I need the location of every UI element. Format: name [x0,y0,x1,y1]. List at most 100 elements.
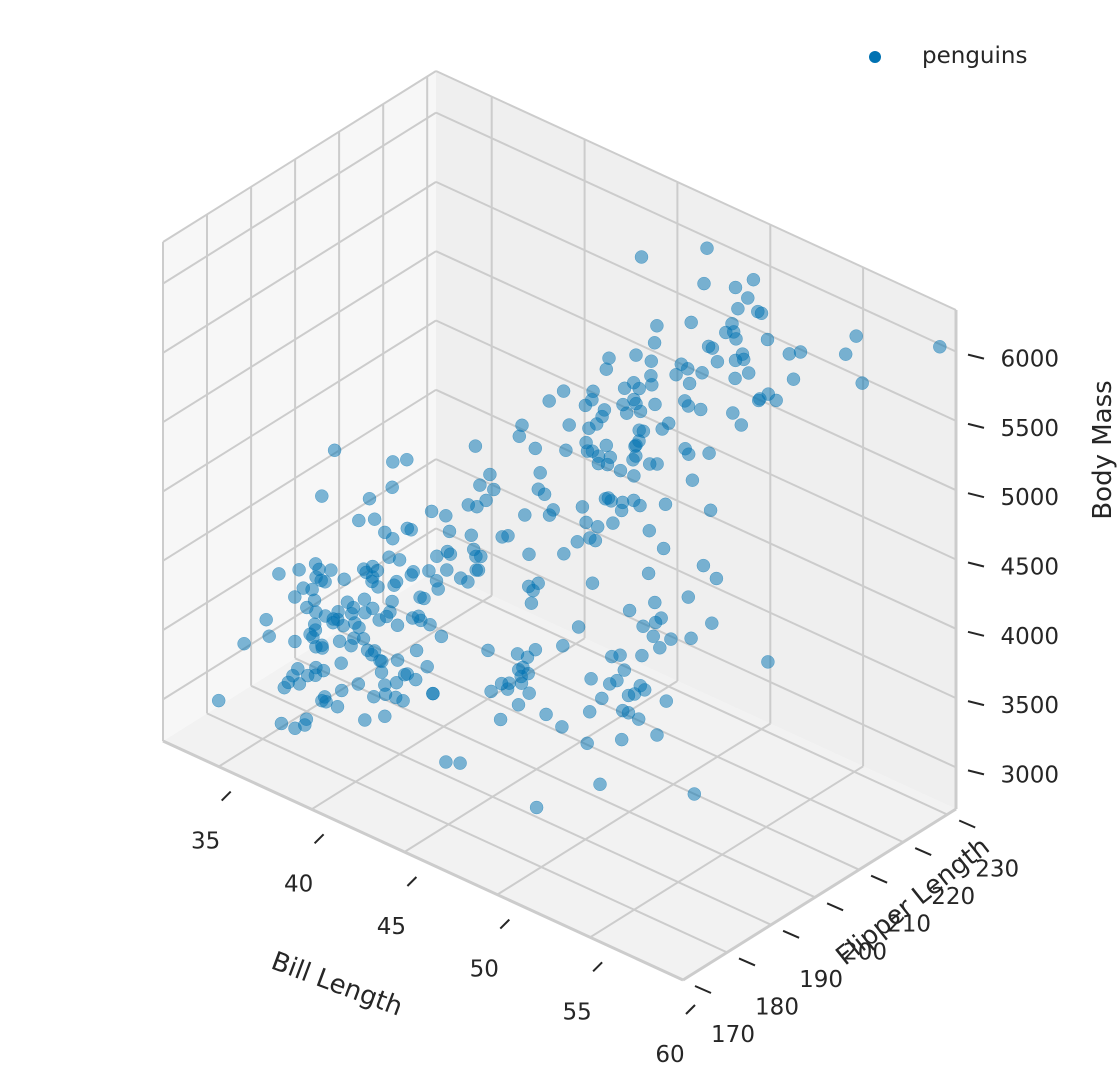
data-point [352,620,366,635]
data-point [308,668,323,683]
data-point [422,564,436,578]
data-point [461,575,475,589]
data-point [793,345,808,359]
data-point [392,553,407,567]
data-point [336,618,351,633]
data-point [272,567,286,581]
data-point [746,272,761,287]
x-axis-line [162,739,684,982]
data-point [484,684,498,699]
data-point [327,443,342,458]
y-tick-label: 190 [799,967,843,993]
data-point [334,656,348,670]
data-point [522,547,536,562]
data-point [518,508,532,522]
z-tick-mark [967,353,985,360]
z-tick-mark [967,769,985,776]
data-point [585,444,600,458]
data-point [370,563,385,578]
data-point [326,612,341,626]
data-point [664,632,678,646]
data-point [656,541,671,556]
gridline-z-left [162,319,437,493]
data-point [309,605,323,619]
data-point [591,456,606,471]
z-tick-label: 3000 [1000,762,1059,788]
data-point [702,446,716,460]
data-point [654,611,668,625]
data-point [439,509,453,523]
data-point [933,340,947,354]
data-point [464,528,479,543]
data-point [529,800,544,815]
data-point [291,662,305,676]
data-point [580,736,594,751]
data-point [655,422,669,436]
data-point [633,498,647,513]
data-point [674,357,689,371]
data-point [511,698,526,712]
y-tick-mark [782,929,800,939]
data-point [237,636,251,651]
data-point [528,642,543,657]
data-point [599,362,614,376]
data-point [726,325,741,339]
data-point [360,643,375,658]
y-tick-mark [694,985,712,994]
data-point [481,643,495,658]
data-point [761,655,775,669]
data-point [644,369,658,383]
data-point [605,649,619,664]
x-tick-mark [220,790,232,802]
data-point [330,699,345,714]
data-point [710,354,725,369]
data-point [562,418,576,432]
data-point [641,566,656,581]
z-tick-label: 4000 [1000,624,1059,650]
data-point [387,578,401,592]
gridline-z-back [435,111,957,353]
data-point [386,455,400,469]
z-tick-mark [967,422,985,429]
data-point [584,672,598,686]
data-point [483,467,497,482]
data-point [696,558,711,573]
data-point [312,562,326,577]
data-point [593,777,607,792]
data-point [705,341,720,355]
data-point [582,421,596,436]
gridline-z-back [435,180,957,422]
data-point [357,592,372,607]
data-point [211,693,226,708]
data-point [728,353,743,368]
z-tick-label: 4500 [1000,555,1059,581]
data-point [533,466,547,480]
data-point [627,687,642,701]
data-point [599,438,614,453]
data-point [539,707,553,722]
data-point [855,376,869,390]
data-point [524,596,539,610]
data-point [684,315,698,330]
data-point [522,686,536,700]
z-tick-label: 6000 [1000,347,1059,373]
data-point [431,582,445,596]
data-points [211,241,947,815]
data-point [442,524,457,539]
data-point [314,573,328,588]
gridline-z-back [435,458,957,700]
data-point [501,529,515,543]
data-point [288,590,302,604]
data-point [754,306,769,321]
data-point [500,682,515,696]
gridline-z-back [435,527,957,769]
data-point [635,648,649,663]
data-point [626,375,641,390]
data-point [315,638,329,653]
y-tick-label: 210 [887,912,931,938]
data-point [646,629,661,644]
data-point [595,691,609,706]
data-point [487,482,501,497]
data-point [602,677,617,691]
